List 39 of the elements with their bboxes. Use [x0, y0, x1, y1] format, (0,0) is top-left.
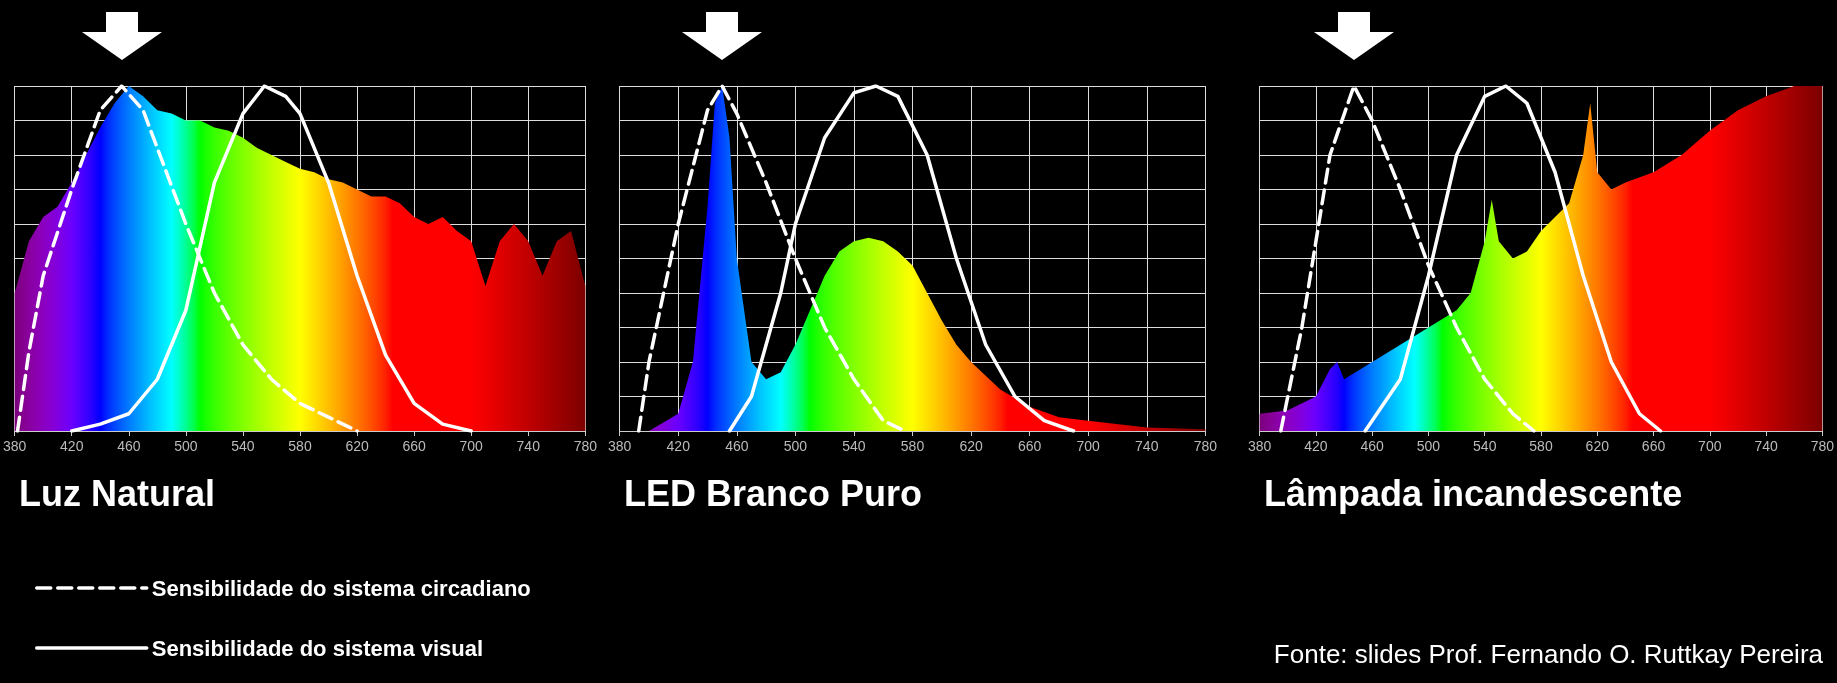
x-tick-label: 540 [1473, 438, 1497, 454]
x-tick-label: 740 [1135, 438, 1159, 454]
x-tick-label: 660 [402, 438, 427, 454]
x-tick-label: 540 [231, 438, 255, 454]
x-tick-label: 460 [117, 438, 141, 454]
x-tick-label: 420 [1304, 438, 1328, 454]
x-tick-label: 380 [3, 438, 27, 454]
x-tick-label: 580 [900, 438, 925, 454]
source-note: Fonte: slides Prof. Fernando O. Ruttkay Pereira [1273, 639, 1824, 669]
x-tick-label: 700 [1076, 438, 1101, 454]
x-tick-label: 660 [1641, 438, 1666, 454]
x-tick-label: 740 [1754, 438, 1778, 454]
x-tick-label: 620 [959, 438, 983, 454]
x-tick-label: 780 [573, 438, 598, 454]
x-tick-label: 500 [174, 438, 198, 454]
x-tick-label: 620 [1585, 438, 1610, 454]
x-tick-label: 460 [725, 438, 749, 454]
x-tick-label: 460 [1360, 438, 1385, 454]
x-tick-label: 580 [288, 438, 312, 454]
x-tick-label: 780 [1810, 438, 1835, 454]
x-tick-label: 740 [516, 438, 541, 454]
text: Lâmpada incandescente [1264, 472, 1683, 514]
x-tick-label: 420 [666, 438, 691, 454]
x-tick-label: 620 [345, 438, 369, 454]
legend-label: Sensibilidade do sistema visual [151, 635, 484, 661]
x-tick-label: 380 [608, 438, 632, 454]
x-tick-label: 700 [459, 438, 484, 454]
x-tick-label: 700 [1698, 438, 1722, 454]
x-tick-label: 580 [1529, 438, 1553, 454]
x-tick-label: 780 [1193, 438, 1218, 454]
x-tick-label: 540 [842, 438, 866, 454]
legend-label: Sensibilidade do sistema circadiano [151, 575, 531, 601]
x-tick-label: 660 [1017, 438, 1042, 454]
x-tick-label: 380 [1248, 438, 1272, 454]
text: Luz Natural [19, 472, 216, 514]
x-tick-label: 500 [1416, 438, 1441, 454]
x-tick-label: 500 [783, 438, 808, 454]
x-tick-label: 420 [60, 438, 84, 454]
text: LED Branco Puro [624, 472, 923, 514]
